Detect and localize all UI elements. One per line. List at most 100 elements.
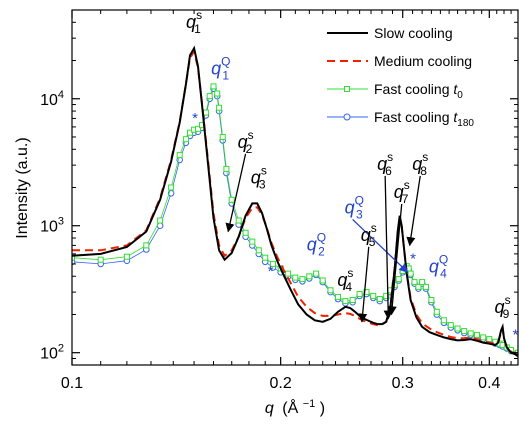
annotation-var: q [337,270,347,290]
series-line-slow-cooling [72,45,518,357]
data-point-fast-cooling-t0 [157,217,164,224]
data-point-fast-cooling-t0 [419,279,426,286]
annotation-var: q [361,225,371,245]
annotation-label: qQ 3 [345,193,364,221]
annotation-arrow [352,218,409,273]
legend-label-fast-t180-text: Fast cooling [374,109,453,125]
annotation-sup: Q [317,230,326,244]
annotation-sub: 5 [369,235,376,249]
data-point-fast-cooling-t0 [306,273,313,280]
data-point-fast-cooling-t0 [219,134,226,140]
annotation-var: q [251,168,261,188]
legend-marker-fast-t180 [343,113,351,121]
data-point-fast-cooling-t0 [210,83,217,90]
annotation-label: qs 9 [495,293,511,321]
data-point-fast-cooling-t0 [440,317,447,324]
legend-label-fast-t180-sub: 180 [457,118,474,129]
annotation-label: qs 6 [377,150,393,178]
data-point-fast-cooling-t0 [214,90,221,97]
annotation-sup: s [404,178,410,192]
annotation-label: qQ 1 [211,55,230,83]
annotation-label: qQ 2 [307,230,326,258]
data-point-fast-cooling-t0 [255,247,262,254]
data-point-fast-cooling-t0 [228,196,235,203]
annotation-label: qs 7 [394,178,410,206]
annotation-sup: s [261,164,267,178]
data-point-fast-cooling-t0 [235,217,242,224]
data-point-fast-cooling-t0 [143,242,150,249]
data-point-fast-cooling-t0 [480,334,487,341]
legend-label-fast-t0: Fast cooling t0 [374,81,463,101]
legend-label-slow: Slow cooling [374,25,453,41]
annotation-label: qs 2 [238,128,254,156]
legend-label-fast-t0-text: Fast cooling [374,81,453,97]
legend-label-fast-t180-var: t [453,109,458,125]
data-point-fast-cooling-t0 [407,270,414,277]
y-tick-label-exp: 3 [58,216,64,228]
data-point-fast-cooling-t0 [176,152,183,159]
annotation-sub: 2 [318,244,325,258]
annotation-sub: 4 [345,280,352,294]
annotation-sup: s [196,8,202,22]
data-point-fast-cooling-t0 [433,308,440,315]
annotation-sup: s [387,150,393,164]
legend-label-medium: Medium cooling [374,53,472,69]
annotation-asterisk: * [513,326,519,343]
x-axis-label-unit: (Å [282,398,298,417]
y-tick-label: 104 [40,89,64,109]
data-point-fast-cooling-t0 [299,276,306,283]
x-tick-label: 0.4 [478,375,500,392]
data-point-fast-cooling-t0 [72,254,75,261]
y-tick-label-base: 10 [40,92,58,109]
x-axis-label: q (Å −1 ) [265,394,325,417]
data-point-fast-cooling-t0 [342,298,349,305]
annotation-sup: Q [439,252,448,266]
annotation-sup: Q [355,193,364,207]
data-point-fast-cooling-t0 [370,292,377,299]
annotation-sub: 3 [356,207,363,221]
annotation-sub: 8 [420,164,427,178]
annotation-label: qs 4 [337,266,353,294]
legend-marker-fast-t0 [344,86,350,92]
data-point-fast-cooling-t0 [313,270,320,277]
x-tick-label: 0.3 [392,375,414,392]
annotation-asterisk: * [192,110,198,127]
data-point-fast-cooling-t0 [216,104,223,111]
data-point-fast-cooling-t0 [383,292,390,299]
y-tick-label: 103 [40,216,64,236]
legend-label-fast-t180: Fast cooling t180 [374,109,474,129]
x-axis-label-var: q [265,400,274,417]
legend: Slow cooling Medium cooling Fast cooling… [327,25,474,129]
series-slow-cooling [72,45,518,357]
data-point-fast-cooling-t0 [415,283,422,290]
annotation-var: q [394,182,404,202]
annotation-var: q [238,132,248,152]
annotation-var: q [495,297,505,317]
data-point-fast-cooling-t0 [270,260,276,267]
data-point-fast-cooling-t0 [206,93,213,100]
data-point-fast-cooling-t0 [411,279,418,286]
annotation-label: qs 3 [251,164,267,192]
data-point-fast-cooling-t0 [447,322,454,329]
annotation-label: qs 8 [412,150,428,178]
annotation-label: qs 5 [361,221,377,249]
legend-label-fast-t0-var: t [453,81,458,97]
data-point-fast-cooling-t0 [467,330,474,337]
data-point-fast-cooling-t0 [428,297,435,303]
annotation-sup: s [347,266,353,280]
data-point-fast-cooling-t0 [349,297,356,303]
y-tick-label-exp: 2 [58,343,64,355]
annotation-label: qQ 4 [429,252,448,280]
data-point-fast-cooling-t0 [486,336,493,343]
annotation-var: q [412,154,422,174]
data-point-fast-cooling-t0 [327,287,334,294]
annotation-sup: s [248,128,254,142]
y-tick-label-base: 10 [40,219,58,236]
data-point-fast-cooling-t0 [195,125,201,132]
annotation-var: q [186,12,196,32]
data-point-fast-cooling-t0 [376,296,383,302]
annotation-sub: 7 [402,192,409,206]
y-axis-label: Intensity (a.u.) [14,137,31,238]
